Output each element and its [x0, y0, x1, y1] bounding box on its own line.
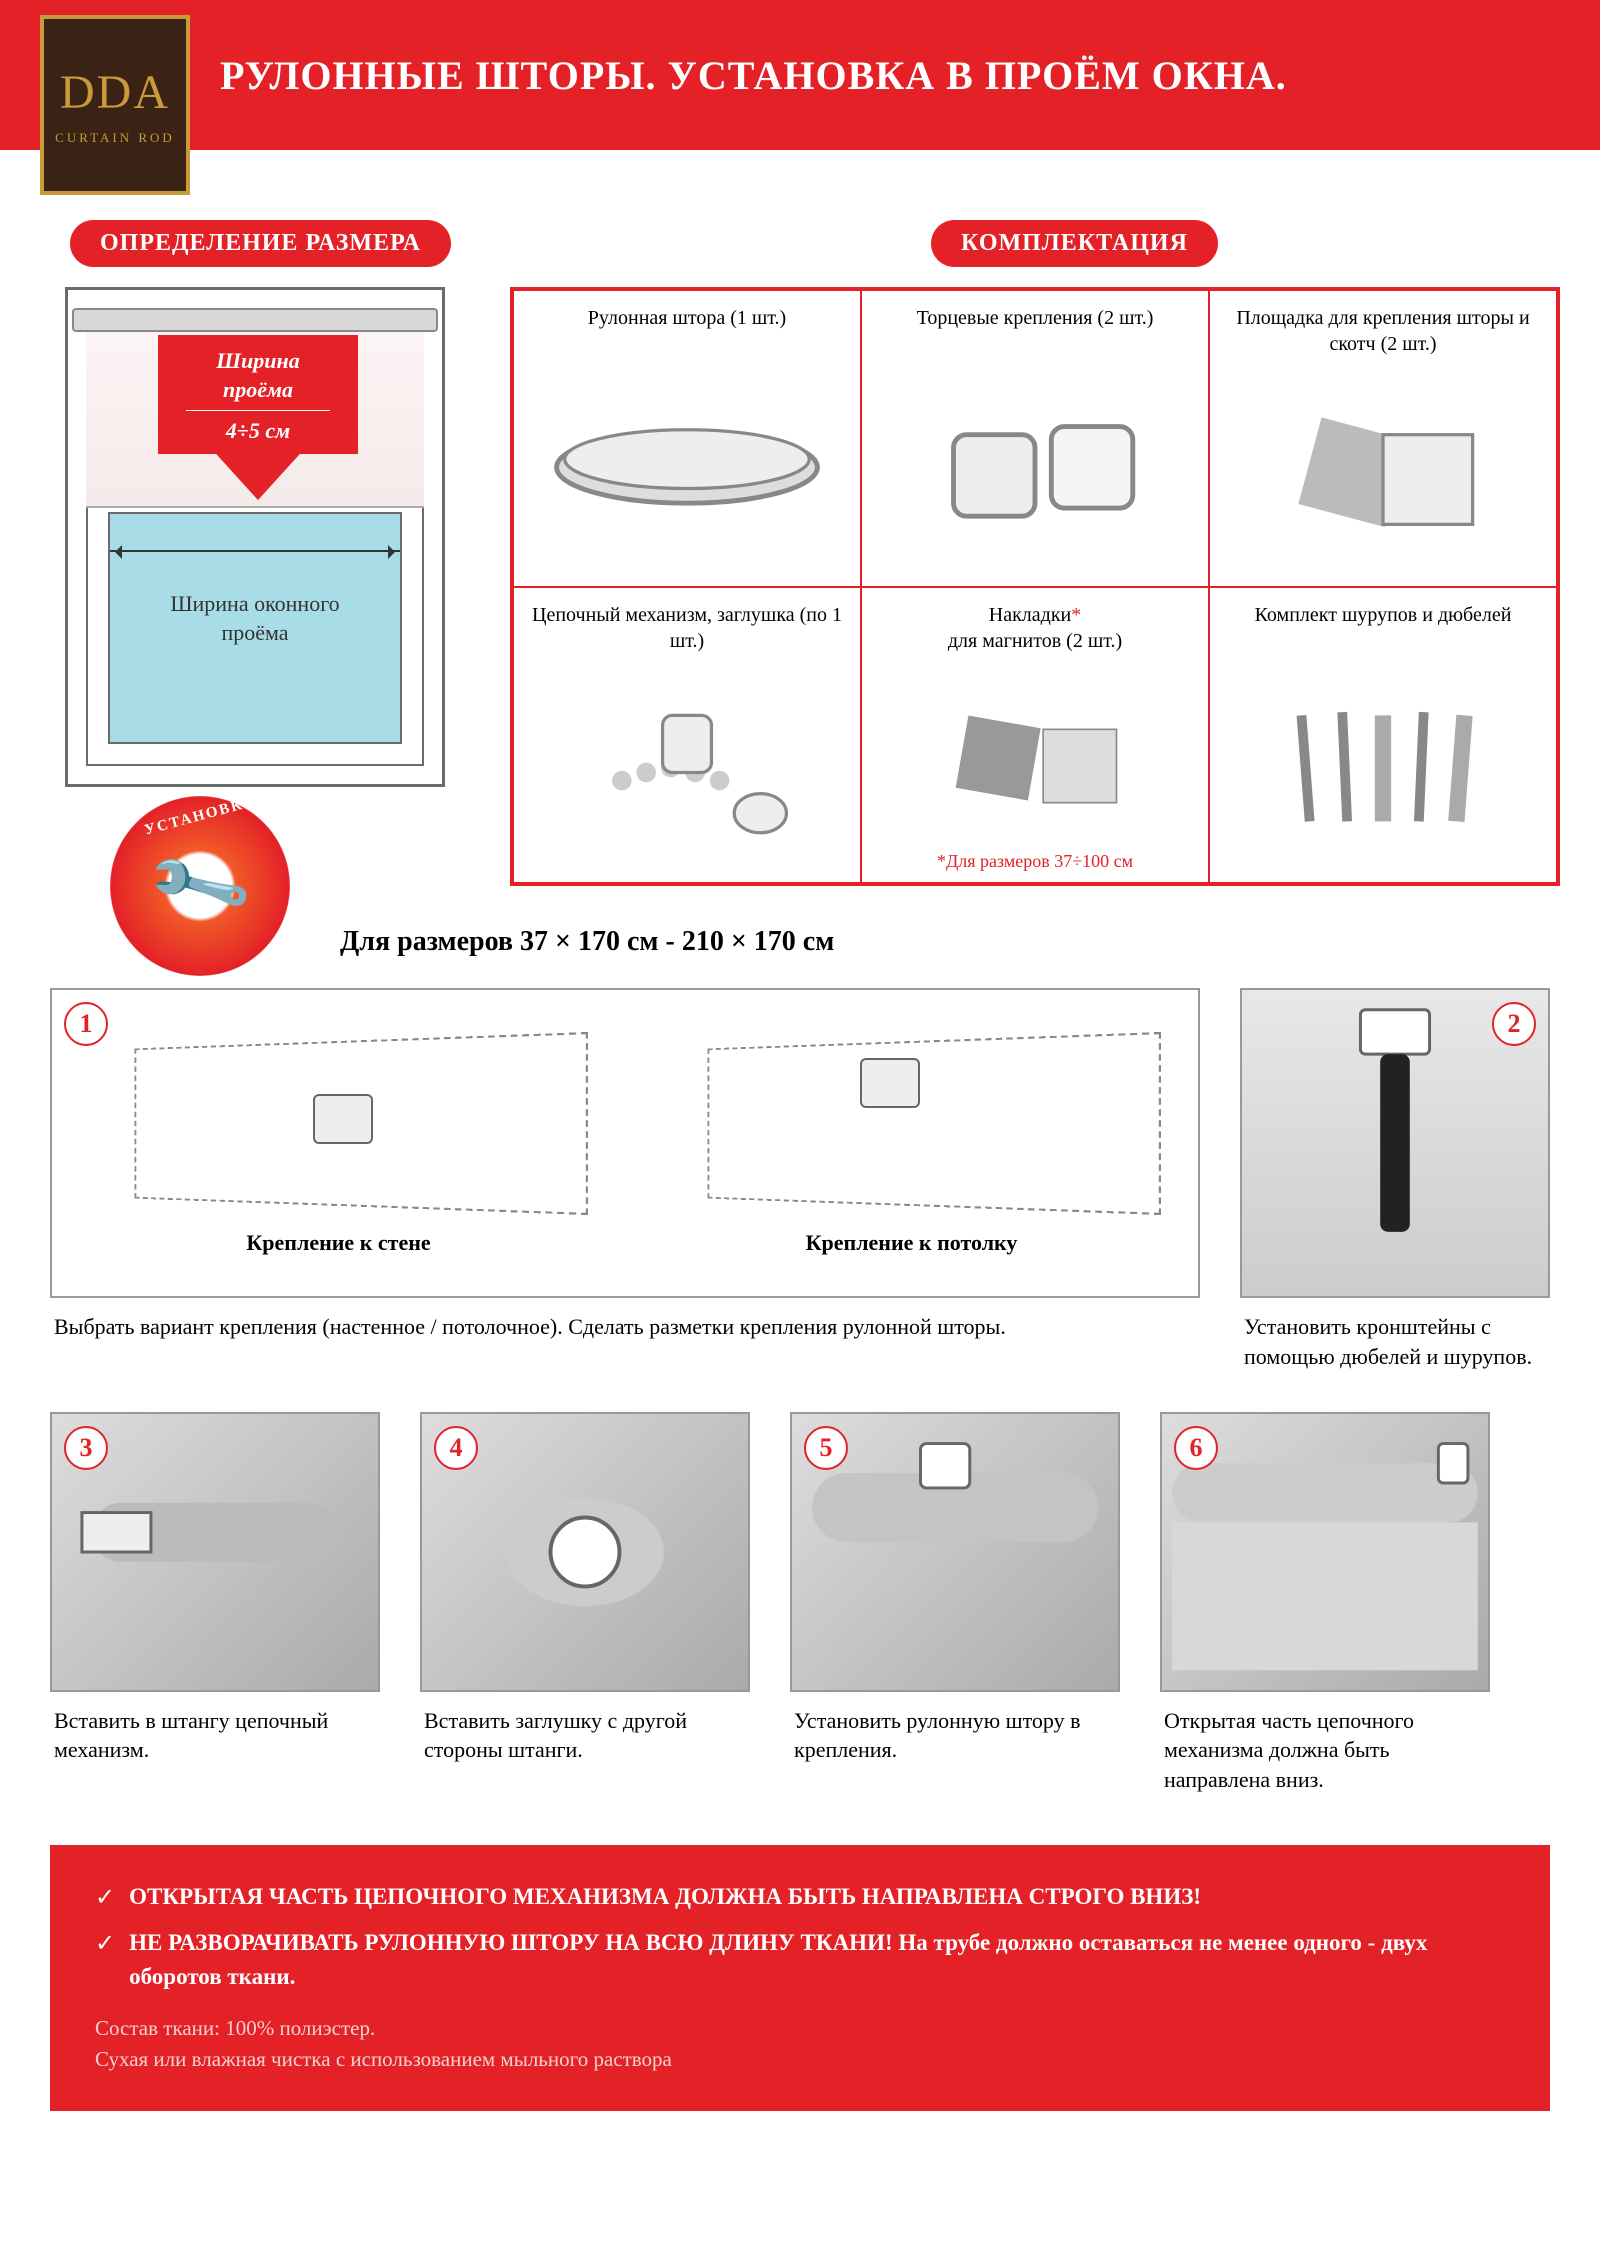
kit-image-magnets	[872, 656, 1198, 852]
mount-wall-label: Крепление к стене	[81, 1230, 597, 1256]
kit-title: Цепочный механизм, заглушка (по 1 шт.)	[524, 602, 850, 656]
steps-row-1: 1 Крепление к стене Крепление к потолку …	[0, 988, 1600, 1298]
kit-cell: Площадка для крепления шторы и скотч (2 …	[1209, 290, 1557, 587]
kit-image-brackets	[872, 359, 1198, 576]
logo-main: DDA	[60, 65, 170, 120]
kit-title: Накладки* для магнитов (2 шт.)	[948, 602, 1122, 656]
steps-row-2: 3 Вставить в штангу цепочный механизм. 4…	[0, 1372, 1600, 1795]
step-4-caption: Вставить заглушку с другой стороны штанг…	[420, 1692, 750, 1765]
width-badge: Ширина проёма 4÷5 см	[158, 335, 358, 454]
install-label: УСТАНОВКА	[142, 794, 257, 840]
kit-title: Площадка для крепления шторы и скотч (2 …	[1220, 305, 1546, 359]
step-6-caption: Открытая часть цепочного механизма должн…	[1160, 1692, 1490, 1795]
footer-warning-2: ✓ НЕ РАЗВОРАЧИВАТЬ РУЛОННУЮ ШТОРУ НА ВСЮ…	[95, 1926, 1505, 1995]
main-row: Ширина проёма 4÷5 см Ширина оконного про…	[0, 267, 1600, 886]
kit-cell: Цепочный механизм, заглушка (по 1 шт.)	[513, 587, 861, 884]
kit-cell: Рулонная штора (1 шт.)	[513, 290, 861, 587]
step-number-badge: 6	[1174, 1426, 1218, 1470]
check-icon: ✓	[95, 1926, 115, 1995]
step-3: 3 Вставить в штангу цепочный механизм.	[50, 1412, 380, 1795]
header: DDA CURTAIN ROD РУЛОННЫЕ ШТОРЫ. УСТАНОВК…	[0, 0, 1600, 150]
kit-image-pads	[1220, 359, 1546, 576]
page: DDA CURTAIN ROD РУЛОННЫЕ ШТОРЫ. УСТАНОВК…	[0, 0, 1600, 2111]
kit-section-label: КОМПЛЕКТАЦИЯ	[931, 220, 1218, 267]
step-1-caption: Выбрать вариант крепления (настенное / п…	[50, 1298, 1200, 1371]
step-number-badge: 5	[804, 1426, 848, 1470]
step-6-photo: 6	[1160, 1412, 1490, 1692]
asterisk-icon: *	[1071, 604, 1081, 626]
step-4: 4 Вставить заглушку с другой стороны шта…	[420, 1412, 750, 1795]
badge-line: Ширина	[166, 347, 350, 376]
footer-warning-1: ✓ ОТКРЫТАЯ ЧАСТЬ ЦЕПОЧНОГО МЕХАНИЗМА ДОЛ…	[95, 1880, 1505, 1916]
kit-image-blind	[524, 359, 850, 576]
glass-label: Ширина оконного проёма	[68, 590, 442, 647]
badge-line: проёма	[166, 376, 350, 405]
logo-sub: CURTAIN ROD	[55, 130, 175, 146]
footer-material-info: Состав ткани: 100% полиэстер. Сухая или …	[95, 2013, 1505, 2076]
kit-cell: Комплект шурупов и дюбелей	[1209, 587, 1557, 884]
step-3-photo: 3	[50, 1412, 380, 1692]
section-labels-row: ОПРЕДЕЛЕНИЕ РАЗМЕРА КОМПЛЕКТАЦИЯ	[0, 220, 1600, 267]
kit-title: Торцевые крепления (2 шт.)	[917, 305, 1154, 359]
tools-icon: 🔧	[142, 829, 258, 944]
kit-title: Рулонная штора (1 шт.)	[588, 305, 786, 359]
badge-arrow-icon	[208, 445, 308, 500]
kit-image-chain	[524, 656, 850, 873]
step-4-photo: 4	[420, 1412, 750, 1692]
step-2-caption: Установить кронштейны с помощью дюбелей …	[1240, 1298, 1550, 1371]
window-diagram: Ширина проёма 4÷5 см Ширина оконного про…	[40, 287, 470, 886]
step-5: 5 Установить рулонную штору в крепления.	[790, 1412, 1120, 1795]
step-3-caption: Вставить в штангу цепочный механизм.	[50, 1692, 380, 1765]
size-section-label: ОПРЕДЕЛЕНИЕ РАЗМЕРА	[70, 220, 451, 267]
step-5-photo: 5	[790, 1412, 1120, 1692]
kit-table: Рулонная штора (1 шт.) Торцевые креплени…	[510, 287, 1560, 886]
install-badge: УСТАНОВКА 🔧	[110, 796, 290, 976]
step-2-photo: 2	[1240, 988, 1550, 1298]
kit-footnote: *Для размеров 37÷100 см	[937, 851, 1133, 872]
check-icon: ✓	[95, 1880, 115, 1916]
step-number-badge: 1	[64, 1002, 108, 1046]
captions-row-1: Выбрать вариант крепления (настенное / п…	[0, 1298, 1600, 1371]
kit-cell: Торцевые крепления (2 шт.)	[861, 290, 1209, 587]
step-number-badge: 2	[1492, 1002, 1536, 1046]
brand-logo: DDA CURTAIN ROD	[40, 15, 190, 195]
kit-cell: Накладки* для магнитов (2 шт.) *Для разм…	[861, 587, 1209, 884]
step-1-diagram: 1 Крепление к стене Крепление к потолку	[50, 988, 1200, 1298]
step-number-badge: 4	[434, 1426, 478, 1470]
kit-title: Комплект шурупов и дюбелей	[1255, 602, 1512, 656]
kit-image-screws	[1220, 656, 1546, 873]
badge-line: 4÷5 см	[166, 417, 350, 446]
warning-footer: ✓ ОТКРЫТАЯ ЧАСТЬ ЦЕПОЧНОГО МЕХАНИЗМА ДОЛ…	[50, 1845, 1550, 2111]
window-frame: Ширина проёма 4÷5 см Ширина оконного про…	[65, 287, 445, 787]
step-5-caption: Установить рулонную штору в крепления.	[790, 1692, 1120, 1765]
width-arrow-icon	[110, 550, 400, 552]
mount-ceiling-label: Крепление к потолку	[654, 1230, 1170, 1256]
step-6: 6 Открытая часть цепочного механизма дол…	[1160, 1412, 1490, 1795]
page-title: РУЛОННЫЕ ШТОРЫ. УСТАНОВКА В ПРОЁМ ОКНА.	[220, 52, 1287, 99]
step-number-badge: 3	[64, 1426, 108, 1470]
